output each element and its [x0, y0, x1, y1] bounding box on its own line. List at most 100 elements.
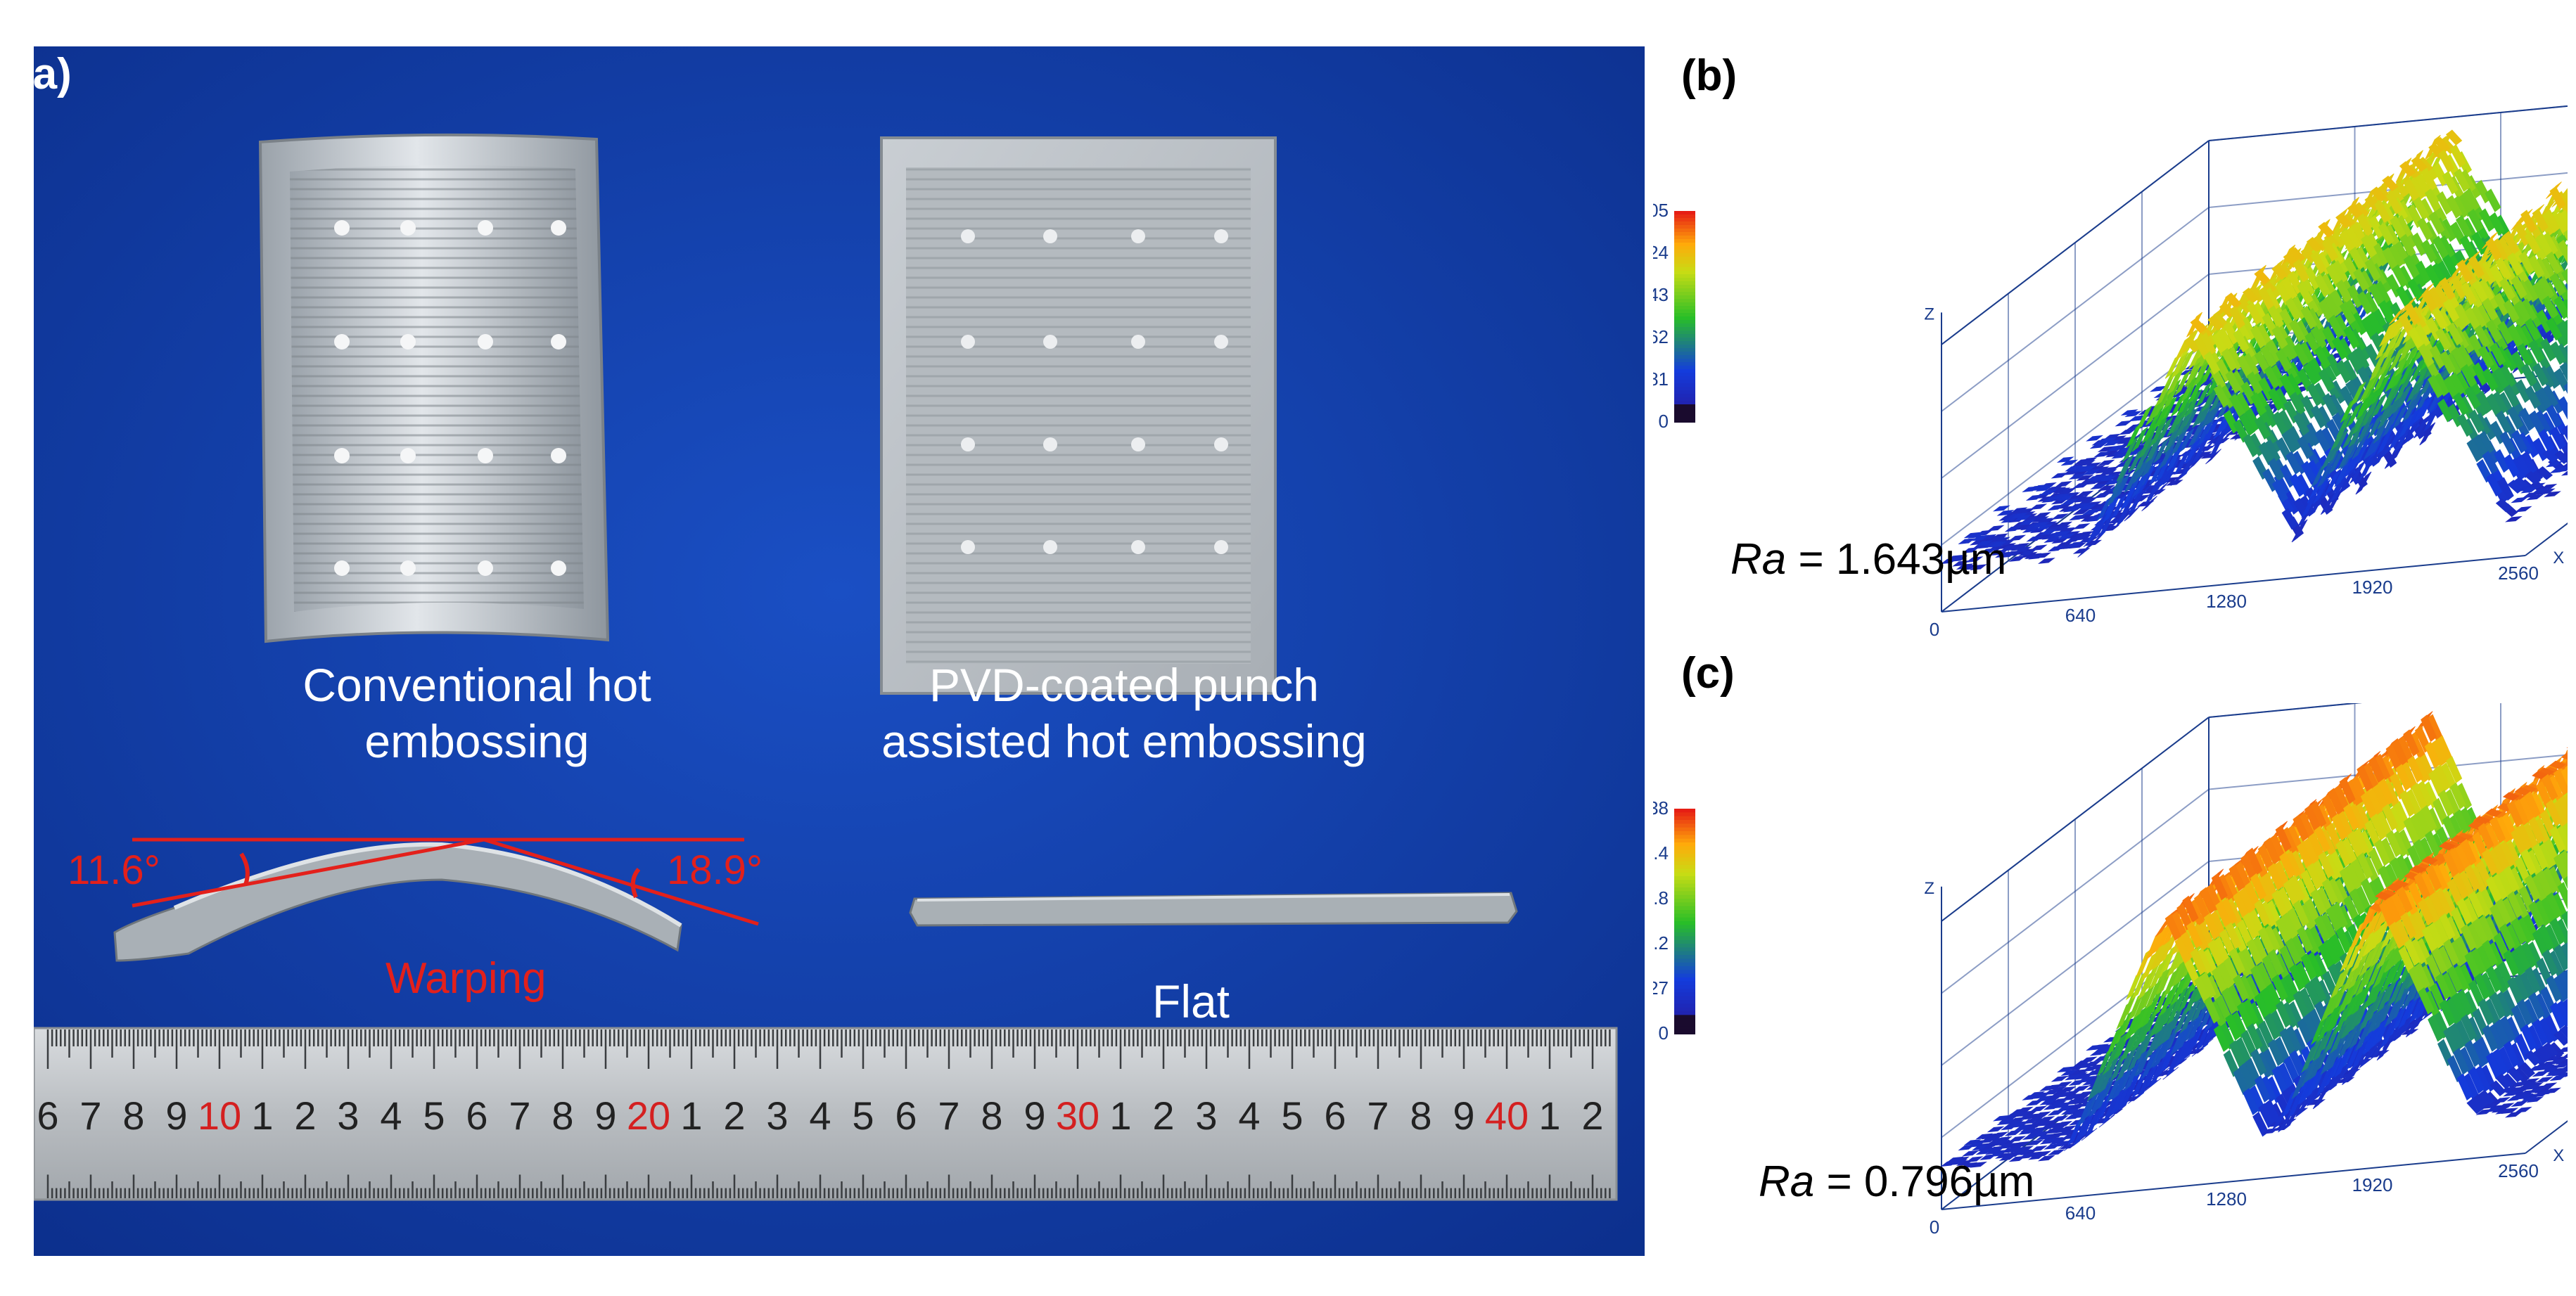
- plate-hole: [478, 560, 493, 576]
- surface-facet: [2145, 478, 2162, 504]
- surface-facet: [2093, 492, 2112, 499]
- surface-facet: [2039, 489, 2058, 496]
- surface-facet: [2478, 345, 2494, 369]
- surface-facet: [2008, 556, 2027, 562]
- surface-facet: [2373, 443, 2390, 467]
- surface-facet: [2312, 478, 2329, 504]
- surface-facet: [2553, 368, 2568, 392]
- colorbar-segment: [1674, 285, 1695, 289]
- colorbar-segment: [1674, 250, 1695, 254]
- surface-facet: [2532, 362, 2549, 387]
- surface-facet: [2559, 361, 2568, 382]
- surface-facet: [2561, 425, 2568, 441]
- surface-plot-b: 140511248435622810Z1405702.5064012801920…: [1653, 105, 2568, 640]
- plate-hole: [551, 334, 566, 349]
- surface-facet: [2331, 336, 2349, 360]
- ruler-number: 7: [509, 1093, 530, 1138]
- surface-facet: [2321, 238, 2339, 262]
- surface-facet: [2506, 252, 2524, 276]
- surface-facet: [2488, 212, 2506, 236]
- surface-facet: [2449, 782, 2466, 810]
- surface-facet: [2482, 451, 2499, 475]
- surface-facet: [2456, 259, 2473, 283]
- colorbar-segment: [1674, 348, 1695, 352]
- surface-facet: [2191, 439, 2208, 465]
- surface-facet: [2553, 295, 2568, 320]
- surface-facet: [2145, 437, 2162, 463]
- surface-facet: [2314, 274, 2331, 297]
- surface-facet: [2499, 430, 2516, 455]
- surface-facet: [2442, 254, 2459, 278]
- plate-hole: [1131, 540, 1145, 554]
- surface-facet: [2250, 325, 2267, 349]
- surface-facet: [2392, 264, 2409, 288]
- surface-facet: [2347, 423, 2364, 448]
- colorbar-segment: [1674, 380, 1695, 384]
- surface-facet: [2302, 361, 2319, 386]
- surface-facet: [2082, 508, 2100, 515]
- surface-facet: [2162, 429, 2179, 454]
- surface-facet: [2424, 188, 2442, 212]
- surface-facet: [2081, 469, 2100, 475]
- surface-facet: [2446, 756, 2463, 783]
- surface-facet: [2335, 279, 2352, 303]
- pvd-caption-line1: PVD-coated punch: [929, 659, 1319, 711]
- surface-facet: [2029, 503, 2048, 510]
- surface-facet: [2528, 816, 2545, 845]
- surface-facet: [2267, 305, 2284, 329]
- surface-facet: [2162, 459, 2179, 485]
- surface-facet: [2453, 392, 2470, 416]
- surface-facet: [2072, 523, 2091, 530]
- surface-facet: [2438, 789, 2455, 817]
- surface-facet: [2385, 191, 2402, 214]
- surface-facet: [2159, 444, 2175, 469]
- surface-facet: [2524, 318, 2542, 342]
- surface-facet: [2076, 474, 2094, 481]
- plate-hole: [551, 560, 566, 576]
- surface-facet: [2097, 459, 2115, 466]
- surface-facet: [2514, 506, 2532, 513]
- surface-facet: [2310, 250, 2327, 274]
- plate-hole: [551, 220, 566, 236]
- plate-hole: [1214, 335, 1228, 349]
- ruler-number: 6: [1324, 1093, 1346, 1138]
- plate-hole: [478, 448, 493, 463]
- plate-hole: [400, 448, 416, 463]
- surface-facet: [2413, 196, 2430, 221]
- colorbar-segment: [1674, 281, 1695, 285]
- colorbar-segment: [1674, 345, 1695, 349]
- ruler-number: 8: [122, 1093, 144, 1138]
- surface-facet: [2503, 299, 2520, 323]
- plate-hole: [551, 448, 566, 463]
- surface-facet: [2349, 381, 2366, 407]
- surface-facet: [2546, 404, 2563, 428]
- surface-facet: [2131, 473, 2148, 498]
- surface-facet: [2141, 496, 2157, 512]
- panel-b-label: (b): [1681, 51, 1737, 100]
- surface-facet: [2542, 449, 2559, 463]
- surface-facet: [2380, 387, 2397, 412]
- surface-facet: [2561, 470, 2568, 476]
- surface-facet: [2357, 764, 2373, 792]
- plate-hole: [961, 229, 975, 243]
- surface-facet: [2503, 384, 2520, 409]
- surface-facet: [2456, 413, 2473, 437]
- surface-facet: [2367, 413, 2384, 440]
- surface-facet: [2268, 458, 2285, 482]
- surface-facet: [2439, 350, 2456, 375]
- surface-facet: [2482, 368, 2499, 392]
- colorbar-segment: [1674, 236, 1695, 240]
- surface-facet: [2018, 550, 2036, 556]
- colorbar-segment: [1674, 278, 1695, 282]
- surface-facet: [2326, 489, 2343, 513]
- ruler-number: 40: [1485, 1093, 1529, 1138]
- colorbar-segment: [1674, 288, 1695, 293]
- panel-a-label: (a): [34, 50, 72, 98]
- surface-facet: [2014, 546, 2032, 553]
- surface-facet: [2499, 277, 2516, 301]
- surface-facet: [2153, 481, 2169, 497]
- surface-facet: [1970, 564, 1987, 570]
- colorbar-segment: [1674, 267, 1695, 271]
- colorbar-segment: [1674, 362, 1695, 366]
- surface-facet: [2099, 437, 2117, 444]
